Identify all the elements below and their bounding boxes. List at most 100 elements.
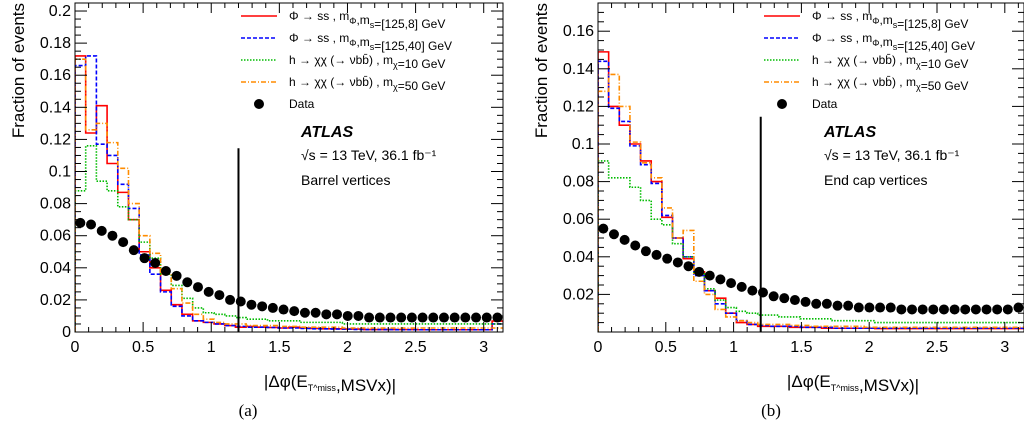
series-h-chichi-50: [75, 58, 503, 332]
y-tick-label: 0: [62, 324, 71, 341]
panel-caption: (a): [239, 401, 258, 420]
y-tick-label: 0.08: [563, 174, 594, 191]
legend-marker: [254, 99, 264, 109]
data-point: [672, 257, 683, 268]
plot-frame: [597, 2, 1024, 333]
data-point: [715, 274, 726, 285]
data-point: [460, 312, 471, 323]
data-point: [107, 230, 118, 241]
x-tick-label: 3: [1000, 339, 1009, 356]
plot-area: [75, 55, 503, 332]
data-point: [864, 302, 875, 313]
y-tick-label: 0.14: [40, 99, 71, 116]
data-point: [139, 253, 150, 264]
y-tick-label: 0.02: [563, 286, 594, 303]
data-point: [608, 229, 619, 240]
data-point: [171, 270, 182, 281]
legend-label: h → χχ (→ νbb̄) , mχ=10 GeV: [289, 53, 445, 71]
data-point: [1013, 302, 1024, 313]
data-point: [757, 287, 768, 298]
data-point: [374, 312, 385, 323]
x-axis: 0 0.5 1 1.5 2 2.5 3: [71, 3, 498, 356]
data-point: [492, 312, 503, 323]
y-axis: 0.02 0.04 0.06 0.08 0.1 0.12 0.14 0.16: [563, 2, 1024, 333]
x-tick-label: 1: [729, 339, 738, 356]
panel-caption: (b): [761, 401, 781, 420]
data-point: [150, 257, 161, 268]
data-point: [1002, 304, 1013, 315]
x-tick-label: 3: [479, 339, 488, 356]
legend-label: Φ → ss , mΦ,ms=[125,8] GeV: [289, 9, 445, 31]
data-point: [853, 302, 864, 313]
data-point: [949, 304, 960, 315]
y-tick-label: 0.1: [572, 136, 594, 153]
legend-label: Φ → ss , mΦ,ms=[125,40] GeV: [289, 31, 452, 53]
y-tick-label: 0.12: [563, 98, 594, 115]
data-point: [811, 298, 822, 309]
data-point: [960, 304, 971, 315]
data-point: [96, 225, 107, 236]
legend-label: Φ → ss , mΦ,ms=[125,40] GeV: [812, 31, 975, 53]
data-point: [471, 312, 482, 323]
data-point: [192, 282, 203, 293]
region-label: Barrel vertices: [301, 172, 390, 188]
x-tick-label: 1: [207, 339, 216, 356]
x-tick-label: 2.5: [926, 339, 948, 356]
data-point: [75, 217, 86, 228]
data-point: [789, 295, 800, 306]
data-point: [246, 299, 257, 310]
data-point: [992, 304, 1003, 315]
legend-label: h → χχ (→ νbb̄) , mχ=50 GeV: [812, 75, 968, 93]
series-phi-ss-40: [598, 60, 1024, 332]
data-point: [800, 296, 811, 307]
energy-label: √s = 13 TeV, 36.1 fb⁻¹: [824, 147, 960, 163]
data-point: [406, 312, 417, 323]
y-tick-label: 0.16: [563, 23, 594, 40]
x-tick-label: 0: [594, 339, 603, 356]
energy-label: √s = 13 TeV, 36.1 fb⁻¹: [301, 147, 437, 163]
x-tick-label: 2: [865, 339, 874, 356]
data-point: [928, 304, 939, 315]
data-point: [214, 290, 225, 301]
legend-label: Data: [812, 97, 838, 111]
data-point: [118, 237, 129, 248]
legend-label: Data: [289, 97, 315, 111]
data-point: [353, 310, 364, 321]
plot-area: [598, 51, 1024, 332]
x-tick-label: 0.5: [655, 339, 677, 356]
series-h-chichi-50: [598, 73, 1024, 332]
data-point: [747, 285, 758, 296]
data-point: [736, 281, 747, 292]
data-point: [86, 219, 97, 230]
data-point: [726, 278, 737, 289]
data-point: [694, 266, 705, 277]
data-point: [875, 302, 886, 313]
data-point: [449, 312, 460, 323]
data-point: [235, 296, 246, 307]
x-axis-title: |Δφ(ET^miss,MSVx)|: [787, 372, 919, 395]
legend-label: h → χχ (→ νbb̄) , mχ=50 GeV: [289, 75, 445, 93]
x-tick-label: 2.5: [404, 339, 426, 356]
plot-frame: [74, 2, 504, 333]
data-point: [417, 312, 428, 323]
data-point: [364, 312, 375, 323]
data-point: [289, 306, 300, 317]
data-point: [630, 240, 641, 251]
x-tick-label: 0.5: [132, 339, 154, 356]
data-point: [907, 304, 918, 315]
legend-label: Φ → ss , mΦ,ms=[125,8] GeV: [812, 9, 968, 31]
data-point: [182, 277, 193, 288]
y-tick-label: 0.08: [40, 196, 71, 213]
y-tick-label: 0.2: [49, 3, 71, 20]
data-point: [885, 302, 896, 313]
series-h-chichi-10: [75, 145, 503, 332]
data-point: [662, 253, 673, 264]
y-tick-label: 0.12: [40, 131, 71, 148]
data-point: [683, 261, 694, 272]
x-tick-label: 1.5: [790, 339, 812, 356]
data-point: [821, 298, 832, 309]
legend-marker: [777, 99, 787, 109]
